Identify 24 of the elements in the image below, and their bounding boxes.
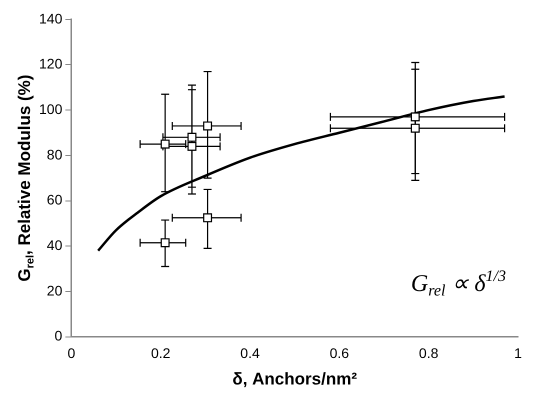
y-tick-label: 20	[46, 282, 63, 298]
x-tick-label: 0.4	[240, 345, 260, 362]
y-tick-label: 120	[39, 56, 63, 72]
x-tick-label: 1	[514, 345, 522, 362]
y-tick-label: 60	[46, 192, 63, 208]
point	[187, 142, 196, 151]
y-tick-label: 40	[46, 236, 63, 253]
x-tick-label: 0.8	[418, 345, 439, 362]
x-axis-title: δ, Anchors/nm²	[232, 369, 358, 388]
x-tick-label: 0.6	[330, 345, 350, 362]
point	[187, 132, 196, 142]
point	[203, 121, 212, 130]
point	[203, 213, 212, 222]
y-tick-label: 140	[39, 10, 63, 26]
point	[160, 140, 170, 149]
x-tick-label: 0	[67, 345, 76, 362]
y-axis-title: Grel, Relative Modulus (%)	[15, 74, 36, 282]
y-tick-label: 100	[39, 100, 63, 117]
point	[410, 124, 420, 133]
x-tick-label: 0.2	[150, 345, 171, 362]
point	[160, 238, 170, 248]
y-tick-label: 0	[54, 328, 63, 344]
y-tick-label: 80	[46, 146, 63, 162]
point	[410, 112, 420, 122]
